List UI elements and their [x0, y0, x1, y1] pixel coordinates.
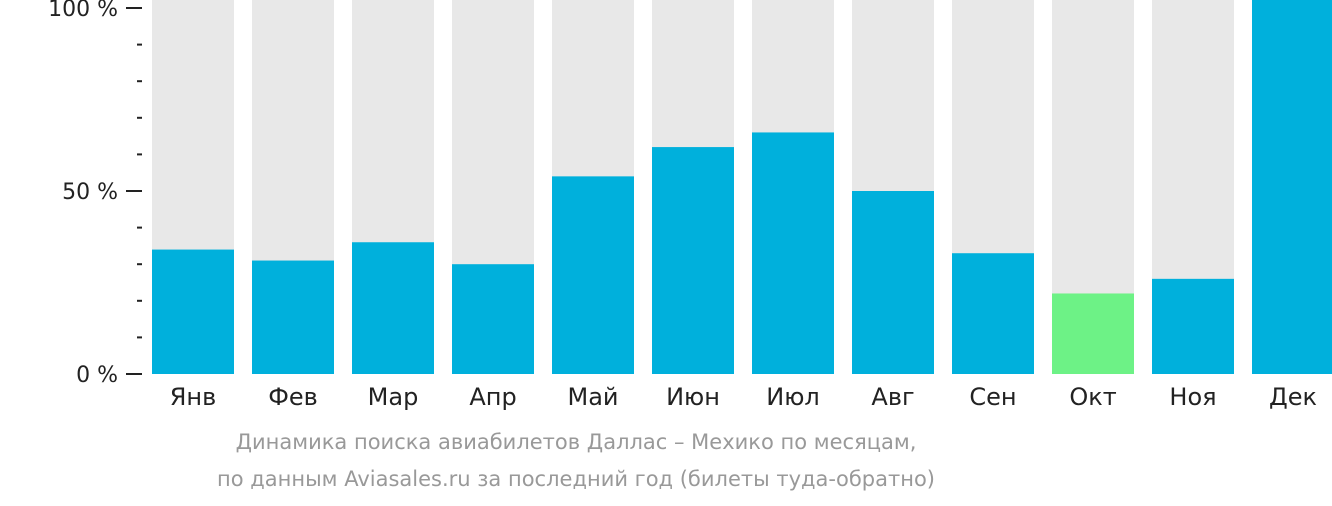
y-tick-label: 100 %: [48, 0, 118, 22]
x-tick-label: Авг: [871, 383, 914, 411]
chart-caption-line-1: Динамика поиска авиабилетов Даллас – Мех…: [235, 430, 917, 454]
bar-1: [152, 249, 234, 374]
bar-7: [752, 132, 834, 374]
x-tick-label: Янв: [170, 383, 217, 411]
bar-10: [1052, 293, 1134, 374]
bar-12: [1252, 0, 1332, 374]
x-tick-label: Июл: [766, 383, 820, 411]
bar-2: [252, 260, 334, 374]
bar-4: [452, 264, 534, 374]
y-axis: 0 % 50 % 100 %: [48, 0, 142, 388]
x-tick-label: Мар: [368, 383, 419, 411]
chart-caption-line-2: по данным Aviasales.ru за последний год …: [217, 467, 935, 491]
x-tick-label: Дек: [1269, 383, 1317, 411]
value-bars: [152, 0, 1332, 374]
bar-9: [952, 253, 1034, 374]
bar-3: [352, 242, 434, 374]
x-tick-label: Июн: [666, 383, 720, 411]
x-tick-label: Сен: [969, 383, 1016, 411]
y-tick-label: 50 %: [62, 180, 118, 205]
x-axis-labels: Янв Фев Мар Апр Май Июн Июл Авг Сен Окт Ноя Дек: [170, 383, 1317, 411]
x-tick-label: Май: [567, 383, 618, 411]
x-tick-label: Ноя: [1169, 383, 1216, 411]
bar-8: [852, 191, 934, 374]
bar-5: [552, 176, 634, 374]
x-tick-label: Окт: [1069, 383, 1116, 411]
y-tick-label: 0 %: [76, 363, 118, 388]
bar-6: [652, 147, 734, 374]
bar-11: [1152, 278, 1234, 374]
x-tick-label: Апр: [469, 383, 516, 411]
x-tick-label: Фев: [268, 383, 318, 411]
